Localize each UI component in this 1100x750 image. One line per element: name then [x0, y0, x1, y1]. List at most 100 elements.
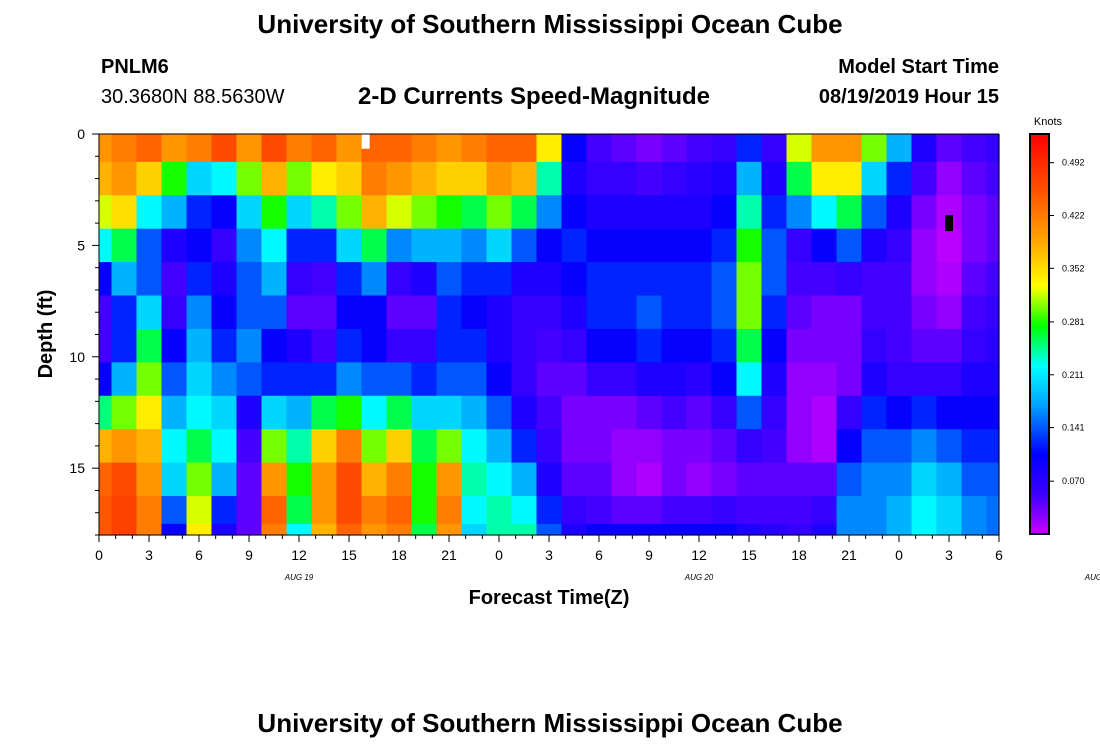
x-tick-label: 12	[291, 547, 307, 563]
heatmap-cell	[361, 161, 388, 196]
colorbar-tick-label: 0.281	[1062, 317, 1085, 327]
x-tick-label: 0	[95, 547, 103, 563]
heatmap-cell	[136, 395, 163, 430]
x-tick-label: 3	[945, 547, 953, 563]
heatmap-cell	[161, 462, 188, 497]
missing-data-cell	[361, 132, 370, 149]
colorbar-tick-label: 0.492	[1062, 158, 1085, 168]
heatmap-cell	[411, 462, 438, 497]
heatmap-cell	[111, 395, 138, 430]
heatmap-cell	[386, 295, 413, 330]
heatmap-cell	[686, 228, 713, 263]
heatmap-cell	[636, 462, 663, 497]
heatmap-cell	[486, 395, 513, 430]
heatmap-cell	[236, 134, 263, 163]
heatmap-cell	[711, 523, 738, 536]
heatmap-cell	[486, 134, 513, 163]
heatmap-cell	[236, 195, 263, 230]
heatmap-cell	[986, 523, 1000, 536]
heatmap-cell	[286, 195, 313, 230]
heatmap-cell	[161, 523, 188, 536]
heatmap-cell	[336, 429, 363, 464]
heatmap-cell	[961, 295, 988, 330]
heatmap-cell	[811, 295, 838, 330]
heatmap-cell	[311, 262, 338, 297]
heatmap-cell	[861, 429, 888, 464]
heatmap-cell	[236, 429, 263, 464]
heatmap-cell	[136, 228, 163, 263]
heatmap-cell	[136, 195, 163, 230]
heatmap-cell	[161, 328, 188, 363]
heatmap-cell	[961, 161, 988, 196]
heatmap-cell	[461, 362, 488, 397]
heatmap-cell	[186, 134, 213, 163]
heatmap-cell	[686, 429, 713, 464]
heatmap-cell	[361, 395, 388, 430]
heatmap-cells	[99, 132, 1000, 536]
heatmap-cell	[461, 523, 488, 536]
model-start-label: Model Start Time	[838, 56, 999, 78]
heatmap-cell	[536, 496, 563, 525]
x-tick-label: 9	[645, 547, 653, 563]
heatmap-cell	[611, 395, 638, 430]
y-tick-label: 5	[77, 237, 85, 253]
heatmap-cell	[786, 195, 813, 230]
heatmap-cell	[661, 295, 688, 330]
heatmap-cell	[761, 362, 788, 397]
heatmap-cell	[461, 328, 488, 363]
heatmap-cell	[111, 462, 138, 497]
heatmap-cell	[786, 262, 813, 297]
x-tick-label: 9	[245, 547, 253, 563]
heatmap-cell	[836, 262, 863, 297]
heatmap-cell	[336, 195, 363, 230]
heatmap-cell	[961, 195, 988, 230]
heatmap-cell	[261, 429, 288, 464]
heatmap-cell	[186, 362, 213, 397]
heatmap-cell	[711, 195, 738, 230]
heatmap-cell	[336, 134, 363, 163]
heatmap-cell	[886, 295, 913, 330]
heatmap-cell	[636, 161, 663, 196]
heatmap-cell	[186, 161, 213, 196]
heatmap-cell	[486, 228, 513, 263]
heatmap-cell	[161, 134, 188, 163]
heatmap-cell	[461, 496, 488, 525]
heatmap-cell	[861, 496, 888, 525]
heatmap-cell	[261, 362, 288, 397]
heatmap-cell	[711, 228, 738, 263]
heatmap-cell	[336, 362, 363, 397]
heatmap-cell	[861, 462, 888, 497]
heatmap-cell	[986, 195, 1000, 230]
heatmap-cell	[986, 228, 1000, 263]
heatmap-cell	[836, 134, 863, 163]
heatmap-cell	[161, 395, 188, 430]
heatmap-cell	[561, 195, 588, 230]
heatmap-cell	[511, 161, 538, 196]
heatmap-cell	[336, 228, 363, 263]
heatmap-cell	[886, 195, 913, 230]
heatmap-cell	[936, 395, 963, 430]
heatmap-cell	[836, 328, 863, 363]
heatmap-cell	[336, 161, 363, 196]
heatmap-cell	[861, 295, 888, 330]
heatmap-cell	[211, 462, 238, 497]
missing-data-cell	[945, 215, 953, 232]
heatmap-cell	[186, 395, 213, 430]
heatmap-cell	[811, 362, 838, 397]
heatmap-cell	[311, 328, 338, 363]
heatmap-cell	[661, 395, 688, 430]
heatmap-cell	[561, 228, 588, 263]
heatmap-cell	[686, 195, 713, 230]
heatmap-cell	[761, 328, 788, 363]
heatmap-cell	[261, 462, 288, 497]
heatmap-cell	[361, 523, 388, 536]
heatmap-cell	[861, 395, 888, 430]
heatmap-cell	[586, 395, 613, 430]
heatmap-cell	[486, 496, 513, 525]
heatmap-cell	[436, 228, 463, 263]
heatmap-cell	[861, 328, 888, 363]
heatmap-cell	[236, 228, 263, 263]
heatmap-cell	[611, 496, 638, 525]
heatmap-cell	[786, 462, 813, 497]
heatmap-cell	[186, 295, 213, 330]
